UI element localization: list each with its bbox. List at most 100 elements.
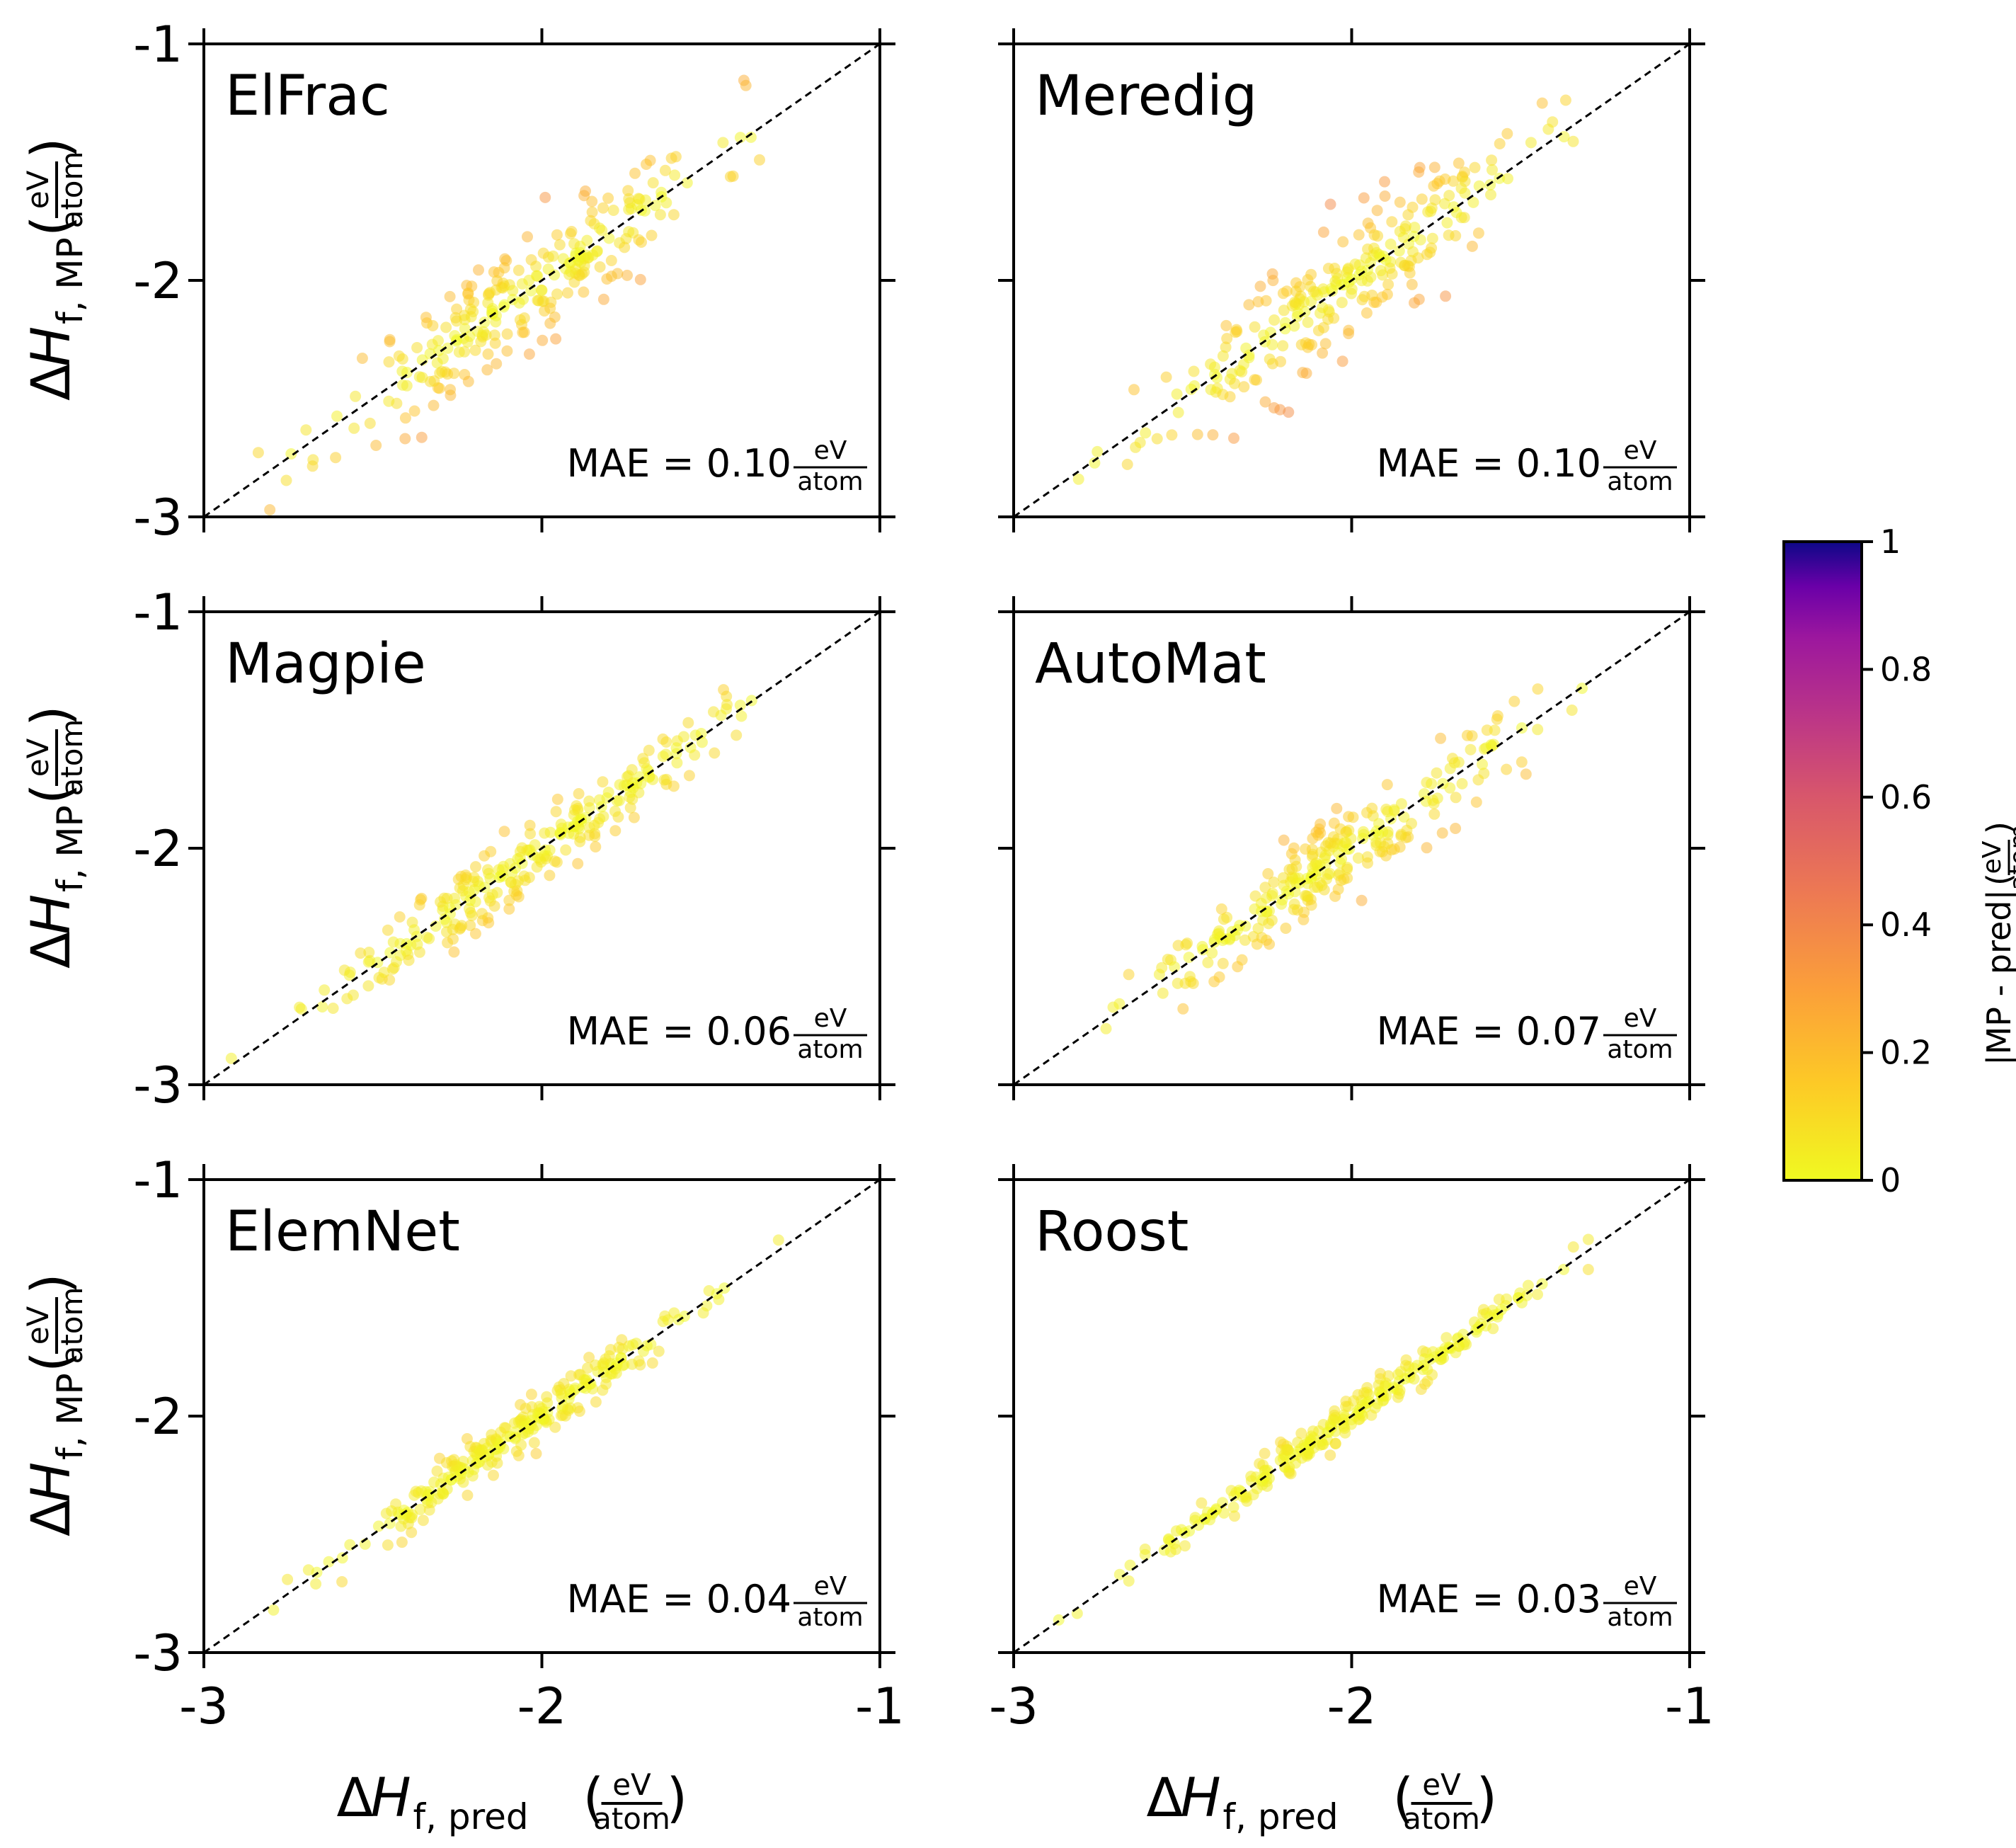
scatter-point	[503, 895, 515, 906]
scatter-point	[1537, 98, 1548, 109]
scatter-point	[1472, 774, 1484, 785]
colorbar-gradient	[1784, 542, 1862, 1180]
scatter-point	[1135, 437, 1146, 448]
scatter-point	[1492, 710, 1504, 721]
scatter-point	[1387, 268, 1398, 280]
scatter-point	[721, 699, 733, 710]
scatter-point	[1473, 227, 1484, 239]
scatter-point	[428, 1476, 440, 1488]
mae-text: MAE = 0.07	[1377, 1009, 1601, 1054]
scatter-point	[1346, 833, 1357, 844]
scatter-point	[1226, 368, 1237, 380]
scatter-point	[502, 329, 513, 340]
y-tick-label: -1	[133, 1151, 183, 1209]
scatter-point	[294, 1002, 305, 1013]
mae-text: MAE = 0.04	[567, 1577, 791, 1621]
scatter-points	[268, 1234, 784, 1615]
scatter-point	[485, 846, 496, 857]
scatter-point	[1532, 724, 1543, 735]
x-tick-label: -1	[1665, 1677, 1714, 1735]
scatter-point	[470, 861, 481, 872]
scatter-point	[565, 228, 576, 239]
x-axis-label-paren-close: )	[1477, 1766, 1498, 1829]
scatter-point	[544, 318, 556, 329]
scatter-point	[418, 1515, 429, 1526]
scatter-point	[1207, 429, 1218, 440]
mae-unit-denominator: atom	[1607, 1603, 1673, 1632]
scatter-point	[1362, 857, 1373, 869]
scatter-point	[462, 336, 474, 348]
scatter-point	[569, 804, 580, 816]
x-axis-label: ΔHf, pred(eVatom)	[337, 1766, 688, 1837]
scatter-point	[1268, 314, 1280, 326]
scatter-point	[348, 423, 360, 434]
scatter-point	[1278, 835, 1290, 846]
y-axis-unit-numerator: eV	[21, 738, 55, 777]
scatter-point	[1266, 915, 1278, 926]
colorbar-label-text: |MP - pred|	[1980, 889, 2016, 1066]
scatter-point	[1416, 1384, 1427, 1395]
scatter-point	[412, 939, 423, 950]
scatter-point	[568, 238, 580, 249]
scatter-point	[487, 889, 498, 901]
scatter-point	[1218, 350, 1229, 362]
scatter-point	[595, 261, 606, 273]
scatter-point	[1324, 1449, 1336, 1461]
scatter-point	[513, 1450, 525, 1461]
mae-text: MAE = 0.03	[1377, 1577, 1601, 1621]
panel-title: AutoMat	[1035, 632, 1266, 696]
scatter-point	[501, 346, 512, 357]
scatter-point	[350, 391, 361, 402]
mae-unit-denominator: atom	[797, 467, 863, 496]
scatter-point	[447, 933, 459, 945]
scatter-point	[1331, 803, 1342, 814]
scatter-point	[1356, 266, 1367, 277]
scatter-point	[1532, 683, 1543, 695]
scatter-point	[520, 1403, 532, 1414]
panel-meredig: MeredigMAE = 0.10eVatom	[998, 28, 1705, 532]
scatter-point	[1229, 378, 1240, 389]
scatter-point	[1249, 903, 1261, 915]
scatter-point	[1329, 263, 1340, 274]
scatter-point	[1400, 220, 1411, 232]
scatter-point	[1426, 242, 1437, 253]
scatter-point	[362, 980, 374, 991]
scatter-point	[450, 312, 462, 324]
scatter-point	[538, 295, 549, 307]
scatter-point	[440, 321, 452, 333]
scatter-point	[445, 384, 456, 395]
scatter-point	[1302, 316, 1314, 328]
scatter-point	[408, 924, 420, 935]
scatter-point	[1386, 216, 1397, 227]
scatter-point	[1216, 903, 1227, 915]
scatter-point	[1261, 892, 1272, 903]
panel-magpie: -3-2-1MagpieMAE = 0.06eVatomΔHf, MP(eVat…	[19, 583, 895, 1114]
scatter-point	[1288, 843, 1300, 854]
y-axis-unit-denominator: atom	[55, 719, 89, 797]
mae-unit-denominator: atom	[797, 1603, 863, 1632]
scatter-point	[517, 327, 528, 338]
panel-title: Meredig	[1035, 64, 1257, 128]
scatter-point	[635, 274, 646, 285]
scatter-point	[1525, 137, 1537, 148]
scatter-point	[713, 1294, 724, 1305]
scatter-point	[1450, 792, 1462, 803]
scatter-points	[226, 684, 757, 1064]
scatter-point	[1437, 828, 1448, 839]
x-axis-label-delta: Δ	[1147, 1766, 1184, 1829]
scatter-point	[1329, 891, 1341, 902]
scatter-point	[592, 245, 603, 256]
scatter-point	[1320, 338, 1331, 349]
scatter-point	[1407, 279, 1418, 290]
scatter-point	[1379, 176, 1390, 188]
scatter-point	[1289, 899, 1300, 910]
scatter-point	[1301, 367, 1312, 379]
scatter-point	[401, 380, 413, 392]
scatter-point	[424, 1505, 435, 1516]
scatter-point	[1520, 768, 1532, 780]
scatter-point	[330, 452, 341, 463]
scatter-point	[689, 749, 700, 760]
y-axis-label-paren-close: )	[19, 1273, 82, 1294]
x-axis-label-paren-close: )	[667, 1766, 688, 1829]
